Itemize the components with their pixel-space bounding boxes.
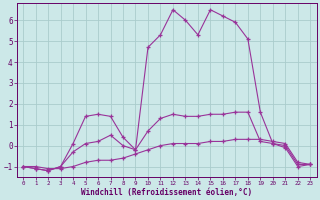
X-axis label: Windchill (Refroidissement éolien,°C): Windchill (Refroidissement éolien,°C)	[81, 188, 252, 197]
